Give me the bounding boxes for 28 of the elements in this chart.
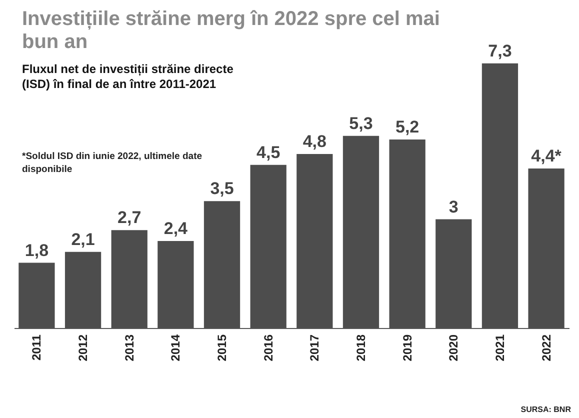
text: SURSA: BNR xyxy=(520,405,571,414)
chart-title: Investițiile străine merg în 2022 spre cel mai bun an xyxy=(22,8,441,54)
data-label: 5,3 xyxy=(349,114,373,133)
x-tick-label: 2012 xyxy=(76,334,90,362)
data-label: 2,7 xyxy=(118,208,142,228)
data-label: 4,8 xyxy=(302,132,326,151)
x-tick-label: 2018 xyxy=(354,334,368,362)
data-label: 5,2 xyxy=(396,118,420,136)
x-tick-label: 2014 xyxy=(168,334,183,362)
data-label: 1,8 xyxy=(24,240,49,260)
x-tick-label: 2011 xyxy=(30,334,44,361)
x-tick-label: 2015 xyxy=(215,334,230,362)
x-tick-label: 2020 xyxy=(446,334,461,362)
data-label: 2,1 xyxy=(71,230,95,249)
x-tick-label: 2021 xyxy=(492,334,507,362)
data-label: 3 xyxy=(448,197,458,216)
x-tick-label: 2019 xyxy=(400,334,414,362)
x-tick-label: 2013 xyxy=(122,334,136,362)
x-tick-label: 2017 xyxy=(308,334,322,362)
x-tick-label: 2016 xyxy=(261,334,276,362)
annotation: *Soldul ISD din iunie 2022, ultimele date disponibile xyxy=(22,150,204,176)
data-label: 3,5 xyxy=(210,179,234,198)
text: Fluxul net de investiții străine directe (ISD) în final de an între 2011-2021 xyxy=(22,62,234,92)
data-label: 2,4 xyxy=(164,219,188,238)
data-label: 7,3 xyxy=(488,41,512,60)
data-label: 4,4* xyxy=(531,146,562,166)
x-tick-label: 2022 xyxy=(539,334,554,362)
data-label: 4,5 xyxy=(256,142,280,162)
